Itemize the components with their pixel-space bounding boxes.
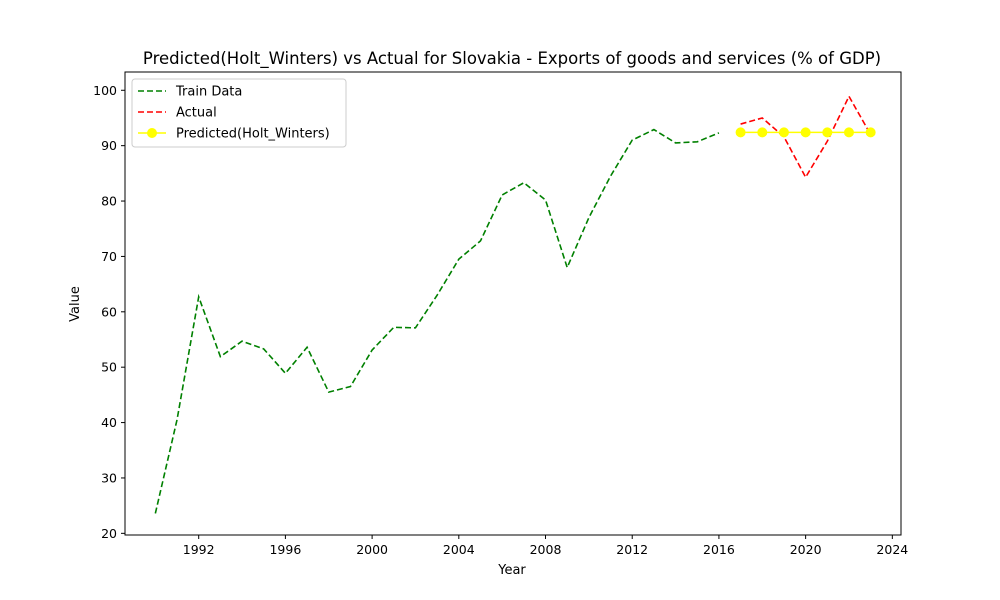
chart-title: Predicted(Holt_Winters) vs Actual for Sl… xyxy=(143,49,881,69)
x-tick-label: 1992 xyxy=(183,542,215,557)
y-tick-label: 70 xyxy=(101,249,117,264)
legend-label: Train Data xyxy=(175,85,242,100)
axes-frame xyxy=(124,71,902,536)
x-tick-label: 2000 xyxy=(356,542,388,557)
y-tick-label: 60 xyxy=(101,304,117,319)
legend-label: Predicted(Holt_Winters) xyxy=(176,127,330,142)
x-tick-label: 1996 xyxy=(269,542,301,557)
x-tick-label: 2020 xyxy=(790,542,822,557)
y-axis-title: Value xyxy=(68,286,83,322)
legend-label: Actual xyxy=(176,106,217,121)
data-point-predicted-holt-winters xyxy=(757,127,768,138)
y-tick-label: 50 xyxy=(101,360,117,375)
data-point-predicted-holt-winters xyxy=(800,127,811,138)
data-point-predicted-holt-winters xyxy=(778,127,789,138)
y-tick-label: 90 xyxy=(101,138,117,153)
x-tick-label: 2012 xyxy=(616,542,648,557)
legend-marker xyxy=(147,128,157,138)
legend: Train Data Actual Predicted(Holt_Winters) xyxy=(131,78,347,148)
data-point-predicted-holt-winters xyxy=(843,127,854,138)
legend-box xyxy=(131,78,347,148)
y-tick-label: 100 xyxy=(93,83,117,98)
plot-area: 1992 1996 2000 2004 2008 2012 2016 2020 2024 20 30… xyxy=(93,71,908,557)
y-tick-label: 40 xyxy=(101,415,117,430)
series-line-train-data xyxy=(154,128,720,514)
data-point-predicted-holt-winters xyxy=(865,127,876,138)
data-point-predicted-holt-winters xyxy=(822,127,833,138)
x-tick-label: 2004 xyxy=(443,542,475,557)
data-point-predicted-holt-winters xyxy=(735,127,746,138)
x-tick-label: 2024 xyxy=(876,542,908,557)
x-axis-title: Year xyxy=(497,563,526,578)
x-tick-label: 2008 xyxy=(530,542,562,557)
y-tick-label: 30 xyxy=(101,470,117,485)
x-tick-label: 2016 xyxy=(703,542,735,557)
y-tick-label: 20 xyxy=(101,526,117,541)
series-line-actual xyxy=(740,94,872,179)
y-tick-label: 80 xyxy=(101,194,117,209)
